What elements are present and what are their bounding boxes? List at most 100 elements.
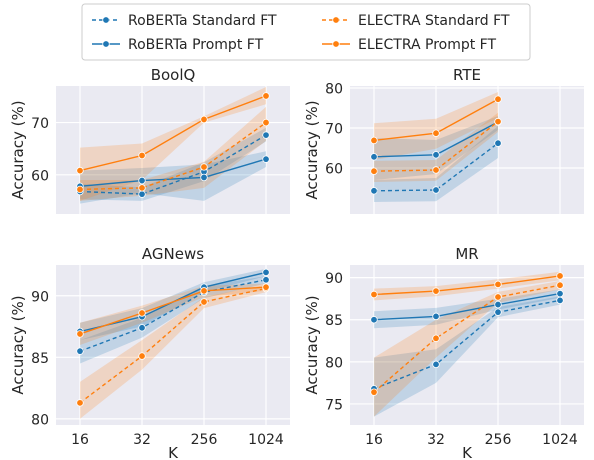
- data-point-roberta-standard-ft: [494, 308, 502, 316]
- y-tick-label: 85: [325, 313, 343, 329]
- x-tick-label: 32: [133, 432, 151, 448]
- data-point-roberta-standard-ft: [556, 296, 564, 305]
- ci-band-electra-prompt-ft: [80, 283, 266, 345]
- data-point-roberta-prompt-ft: [432, 312, 440, 321]
- series-line-electra-prompt-ft: [373, 275, 561, 296]
- data-point-roberta-standard-ft: [432, 360, 440, 369]
- data-point-electra-standard-ft: [432, 334, 440, 342]
- data-point-roberta-standard-ft: [262, 131, 270, 139]
- x-tick-label: 256: [191, 432, 218, 448]
- legend-label-electra-prompt: ELECTRA Prompt FT: [358, 37, 496, 53]
- series-line-roberta-standard-ft: [79, 279, 267, 352]
- ci-band-electra-prompt-ft: [374, 271, 560, 301]
- data-point-electra-prompt-ft: [76, 330, 84, 338]
- data-point-electra-prompt-ft: [200, 287, 208, 295]
- x-tick-label: 1024: [542, 432, 578, 448]
- data-point-roberta-standard-ft: [370, 187, 378, 195]
- ci-band-roberta-prompt-ft: [374, 116, 498, 180]
- panel-rte: 60 70 80 RTE Accuracy (%): [303, 66, 584, 214]
- data-point-roberta-standard-ft: [262, 276, 270, 284]
- legend-marker-electra-prompt: [332, 40, 340, 48]
- data-point-electra-standard-ft: [494, 117, 502, 126]
- panel-background: [350, 265, 584, 425]
- ci-band-electra-standard-ft: [374, 112, 498, 182]
- ci-band-roberta-standard-ft: [374, 296, 560, 417]
- y-tick-label: 90: [325, 271, 343, 287]
- y-axis-label: Accuracy (%): [303, 295, 321, 394]
- data-point-electra-prompt-ft: [370, 136, 378, 145]
- data-point-electra-standard-ft: [138, 184, 146, 192]
- data-point-roberta-prompt-ft: [138, 176, 146, 185]
- x-tick-label: 32: [427, 432, 445, 448]
- data-point-electra-prompt-ft: [370, 290, 378, 299]
- panel-title: BoolQ: [151, 66, 196, 84]
- data-point-roberta-standard-ft: [138, 324, 146, 332]
- series-line-roberta-standard-ft: [373, 299, 561, 390]
- y-tick-label: 70: [31, 116, 49, 132]
- legend-entry-electra-standard: ELECTRA Standard FT: [322, 13, 510, 29]
- y-tick-label: 60: [31, 168, 49, 184]
- x-tick-label: 16: [71, 432, 89, 448]
- data-point-roberta-standard-ft: [494, 139, 502, 147]
- panel-title: RTE: [453, 66, 481, 84]
- series-line-electra-standard-ft: [373, 284, 561, 393]
- data-point-roberta-prompt-ft: [556, 289, 564, 298]
- data-point-electra-prompt-ft: [432, 287, 440, 295]
- panel-agnews: 80 85 90 AGNews Accuracy (%) 16 32 256 1024 K: [9, 245, 290, 460]
- data-point-electra-prompt-ft: [262, 283, 270, 291]
- ci-band-electra-standard-ft: [374, 281, 560, 417]
- x-tick-label: 256: [485, 432, 512, 448]
- ci-band-electra-prompt-ft: [80, 87, 266, 201]
- legend-marker-roberta-prompt: [102, 40, 110, 48]
- x-tick-label: 1024: [248, 432, 284, 448]
- x-axis-label: K: [462, 444, 473, 460]
- data-point-roberta-standard-ft: [432, 186, 440, 194]
- data-point-roberta-prompt-ft: [262, 268, 270, 277]
- legend-entry-electra-prompt: ELECTRA Prompt FT: [322, 37, 496, 53]
- ci-band-roberta-prompt-ft: [374, 289, 560, 329]
- data-point-roberta-standard-ft: [138, 190, 146, 198]
- y-axis-label: Accuracy (%): [9, 295, 27, 394]
- data-point-electra-standard-ft: [200, 298, 208, 306]
- ci-band-roberta-standard-ft: [80, 127, 266, 201]
- y-tick-label: 90: [31, 289, 49, 305]
- y-tick-label: 80: [325, 82, 343, 98]
- x-axis-label: K: [168, 444, 179, 460]
- data-point-electra-standard-ft: [556, 281, 564, 289]
- series-line-roberta-prompt-ft: [373, 292, 561, 321]
- data-point-electra-standard-ft: [262, 118, 270, 127]
- data-point-electra-standard-ft: [432, 166, 440, 174]
- panel-boolq: 60 70 BoolQ Accuracy (%): [9, 66, 290, 214]
- y-tick-label: 70: [325, 122, 343, 138]
- data-point-electra-standard-ft: [76, 185, 84, 194]
- y-tick-label: 85: [31, 351, 49, 367]
- data-point-electra-prompt-ft: [76, 166, 84, 175]
- y-axis-label: Accuracy (%): [9, 100, 27, 199]
- data-point-electra-prompt-ft: [556, 272, 564, 280]
- data-point-roberta-prompt-ft: [494, 300, 502, 309]
- ci-band-roberta-prompt-ft: [80, 268, 266, 341]
- legend-label-roberta-prompt: RoBERTa Prompt FT: [128, 37, 264, 53]
- data-point-roberta-prompt-ft: [370, 153, 378, 161]
- legend-entry-roberta-prompt: RoBERTa Prompt FT: [92, 37, 264, 53]
- series-line-electra-prompt-ft: [79, 95, 267, 172]
- series-line-electra-standard-ft: [79, 122, 267, 191]
- series-line-roberta-standard-ft: [79, 134, 267, 195]
- data-point-roberta-prompt-ft: [370, 316, 378, 324]
- y-tick-label: 60: [325, 162, 343, 178]
- legend-marker-roberta-standard: [102, 16, 110, 24]
- data-point-roberta-prompt-ft: [432, 151, 440, 159]
- y-tick-label: 80: [325, 355, 343, 371]
- data-point-roberta-prompt-ft: [262, 155, 270, 163]
- data-point-roberta-prompt-ft: [200, 173, 208, 182]
- ci-band-roberta-standard-ft: [374, 126, 498, 202]
- data-point-electra-prompt-ft: [494, 280, 502, 289]
- legend-label-electra-standard: ELECTRA Standard FT: [358, 13, 510, 29]
- series-line-electra-standard-ft: [373, 121, 499, 172]
- data-point-electra-standard-ft: [370, 388, 378, 396]
- legend-entry-roberta-standard: RoBERTa Standard FT: [92, 13, 277, 29]
- legend: RoBERTa Standard FT RoBERTa Prompt FT EL…: [81, 3, 531, 61]
- data-point-roberta-standard-ft: [76, 347, 84, 355]
